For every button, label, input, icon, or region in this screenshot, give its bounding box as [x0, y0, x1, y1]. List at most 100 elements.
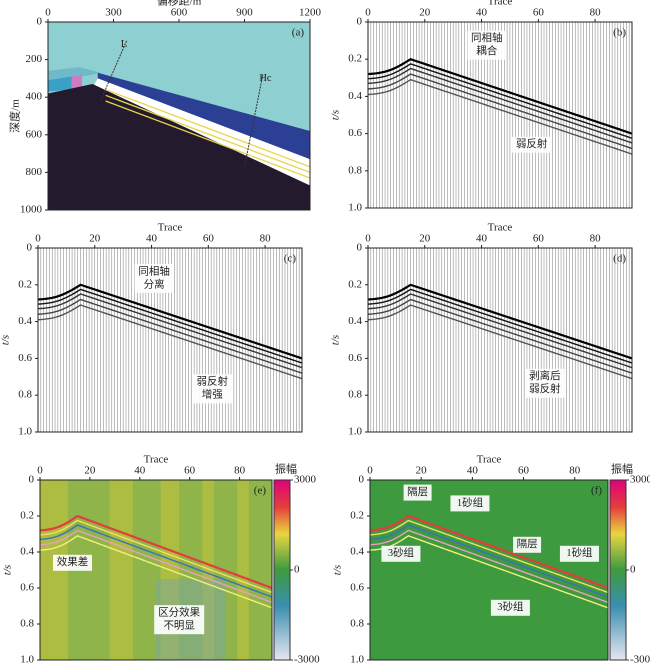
annotation: 3砂组	[388, 546, 415, 559]
annotation-box	[381, 545, 421, 562]
annotation: L	[121, 39, 127, 50]
y-tick-label: 0.8	[350, 618, 364, 630]
y-tick-label: 0.4	[18, 315, 32, 327]
frame	[37, 247, 303, 433]
y-tick-label: 0	[29, 474, 35, 486]
annotation: 1砂组	[457, 496, 484, 509]
panel: 0 20 40 60 80 0 0.2 0.4 0.6 0.8 1.0 Trace t/s (b) 同相轴耦…	[330, 0, 633, 214]
frame	[367, 21, 633, 209]
annotation: Hc	[259, 73, 272, 84]
annotation-box	[513, 536, 542, 553]
y-axis-title: t/s	[2, 565, 14, 575]
annotation-box	[154, 605, 205, 635]
y-tick-label: 1.0	[348, 202, 362, 214]
event	[368, 283, 632, 360]
event	[370, 529, 608, 604]
event	[368, 304, 632, 380]
section-band	[109, 480, 133, 660]
y-tick-label: 0.8	[20, 618, 34, 630]
y-tick-label: 400	[26, 91, 43, 103]
annotation-box	[450, 495, 490, 512]
x-tick-label: 20	[416, 465, 428, 477]
x-tick-label: 80	[260, 233, 272, 245]
event	[40, 529, 272, 604]
layer	[71, 74, 83, 90]
event	[38, 304, 302, 380]
annotation: 隔层	[407, 486, 428, 498]
x-tick-label: 20	[84, 465, 96, 477]
y-tick-label: 1.0	[350, 654, 364, 665]
y-tick-label: 0.2	[20, 510, 34, 522]
sand-line	[105, 100, 310, 179]
colorbar-tick-label: 3000	[294, 474, 317, 486]
annotation-box	[525, 368, 565, 398]
x-axis-title: Trace	[158, 222, 183, 234]
annotation: 耦合	[476, 44, 497, 57]
y-tick-label: 0	[27, 242, 33, 254]
y-tick-label: 0.2	[18, 278, 32, 290]
panel-label: (c)	[284, 253, 297, 265]
event	[38, 293, 302, 369]
y-tick-label: 0.4	[20, 546, 34, 558]
y-tick-label: 800	[26, 166, 43, 178]
y-tick-label: 0.2	[350, 510, 364, 522]
x-tick-label: 0	[35, 233, 41, 245]
annotation: 同相轴	[471, 31, 503, 44]
x-tick-label: 0	[365, 7, 371, 19]
x-tick-label: 40	[476, 7, 488, 19]
event	[368, 67, 632, 144]
event	[368, 73, 632, 150]
x-tick-label: 0	[367, 465, 373, 477]
annotation: 分离	[144, 277, 165, 290]
x-tick-label: 0	[37, 465, 43, 477]
colorbar-tick-label: -3000	[294, 654, 320, 665]
sand-line	[105, 89, 310, 168]
x-tick-label: 0	[45, 7, 51, 19]
event	[368, 288, 632, 364]
y-tick-label: 600	[26, 128, 43, 140]
event	[368, 57, 632, 135]
y-tick-label: 0.6	[348, 352, 362, 364]
y-tick-label: 0.6	[348, 127, 362, 139]
annotation: 弱反射	[196, 375, 228, 388]
x-tick-label: 0	[365, 233, 371, 245]
sand-line	[105, 94, 310, 174]
x-tick-label: 60	[203, 233, 215, 245]
event	[370, 524, 608, 598]
x-tick-label: 80	[590, 7, 602, 19]
x-tick-label: 20	[419, 7, 431, 19]
x-tick-label: 40	[467, 465, 479, 477]
y-tick-label: 0.6	[18, 352, 32, 364]
annotation-box	[490, 599, 530, 616]
x-tick-label: 900	[236, 7, 253, 19]
annotation: 效果差	[57, 555, 89, 568]
x-tick-label: 80	[569, 465, 581, 477]
frame	[367, 247, 633, 433]
panel-label: (d)	[613, 253, 626, 265]
x-tick-label: 300	[105, 7, 122, 19]
annotation: 增强	[202, 388, 223, 401]
y-tick-label: 1.0	[20, 654, 34, 665]
event	[370, 514, 608, 590]
annotation-box	[52, 554, 92, 571]
annotation-box	[192, 374, 232, 404]
annotation: 区分效果	[158, 606, 200, 619]
y-tick-label: 0	[357, 16, 363, 28]
y-tick-label: 0.4	[350, 546, 364, 558]
x-axis-title: Trace	[488, 0, 513, 8]
event	[40, 535, 272, 609]
event	[368, 78, 632, 155]
x-axis-title: Trace	[477, 454, 502, 466]
colorbar-tick-label: 3000	[630, 474, 650, 486]
annotation-box	[467, 30, 507, 60]
event	[368, 63, 632, 139]
x-tick-label: 60	[518, 465, 530, 477]
panel: 0 20 40 60 80 0 0.2 0.4 0.6 0.8 1.0 Trace t/s (f) 隔层 1砂…	[332, 454, 609, 665]
annotation: 剥离后	[529, 369, 561, 382]
y-tick-label: 0	[37, 16, 43, 28]
y-axis-title: t/s	[330, 335, 342, 345]
annotation: 1砂组	[566, 546, 593, 559]
colorbar-tick-label: 0	[630, 564, 636, 576]
x-tick-label: 80	[590, 233, 602, 245]
annotation-box	[134, 263, 174, 293]
